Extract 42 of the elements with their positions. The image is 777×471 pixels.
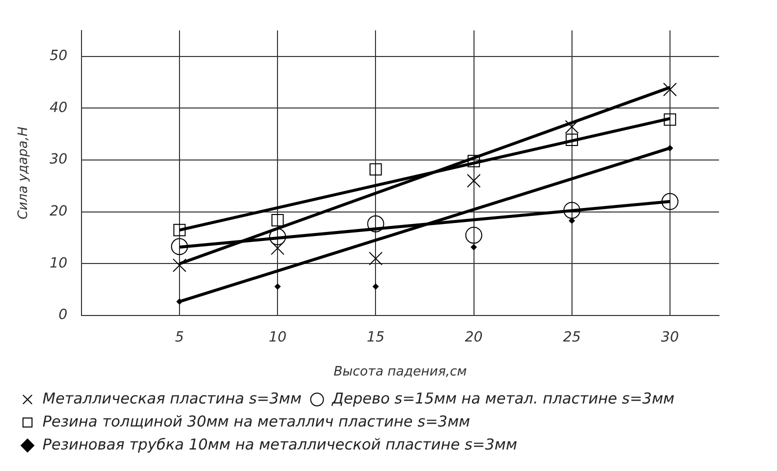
point xyxy=(367,215,384,232)
point xyxy=(465,226,482,244)
point xyxy=(172,258,186,272)
point xyxy=(566,134,578,146)
y-axis-title: Сила удара,Н xyxy=(16,126,32,220)
x-tick-label: 25 xyxy=(562,330,581,346)
y-tick-label: 10 xyxy=(50,255,68,272)
point xyxy=(468,154,480,168)
point xyxy=(372,284,379,290)
x-tick-label: 10 xyxy=(268,330,287,346)
legend-label: Металлическая пластина s=3мм xyxy=(42,389,302,408)
point xyxy=(269,228,286,246)
point xyxy=(370,163,382,176)
x-axis-title: Высота падения,см xyxy=(334,364,468,380)
point xyxy=(664,113,676,126)
point xyxy=(563,202,580,219)
y-tick-label: 0 xyxy=(58,307,68,324)
x-tick-label: 5 xyxy=(175,330,184,346)
y-tick-label: 20 xyxy=(50,204,68,220)
point xyxy=(565,120,579,134)
legend-label: Резина толщиной 30мм на металлич пластине s=3мм xyxy=(42,412,470,430)
x-tick-label: 20 xyxy=(464,330,483,346)
point xyxy=(470,244,477,250)
point xyxy=(173,224,186,236)
point xyxy=(171,238,188,256)
y-tick-label: 50 xyxy=(50,48,68,64)
legend-label: Дерево s=15мм на метал. пластине s=3мм xyxy=(331,389,674,408)
point xyxy=(466,174,481,188)
point xyxy=(368,252,383,266)
point xyxy=(176,298,183,305)
point xyxy=(568,218,575,224)
y-tick-label: 40 xyxy=(50,100,68,116)
point xyxy=(274,284,281,290)
y-tick-label: 30 xyxy=(50,152,68,168)
point xyxy=(663,82,677,96)
legend-label: Резиновая трубка 10мм на металлической пластине s=3мм xyxy=(42,435,518,454)
point xyxy=(270,241,284,256)
point xyxy=(666,145,673,152)
point xyxy=(661,193,678,210)
x-tick-label: 30 xyxy=(661,330,679,346)
x-tick-label: 15 xyxy=(366,330,385,346)
point xyxy=(271,214,284,226)
